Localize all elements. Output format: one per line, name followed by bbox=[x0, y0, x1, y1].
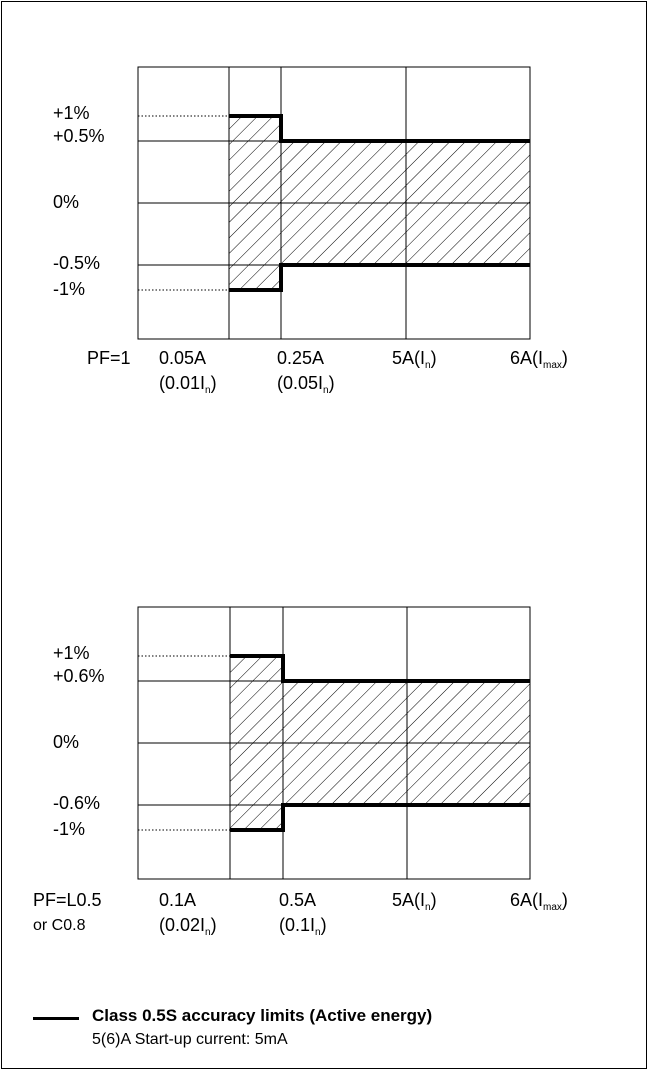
y-label: +0.6% bbox=[53, 666, 105, 686]
x-label-main: 5A(In) bbox=[392, 890, 437, 913]
x-label-sub: (0.01In) bbox=[159, 373, 217, 396]
pf-label-alt: or C0.8 bbox=[33, 917, 86, 934]
y-label: +1% bbox=[53, 643, 90, 663]
x-label-main: 0.25A bbox=[277, 348, 325, 368]
x-label-sub: (0.05In) bbox=[277, 373, 335, 396]
legend-subtitle: 5(6)A Start-up current: 5mA bbox=[92, 1031, 288, 1048]
x-label-sub: (0.02In) bbox=[159, 915, 217, 938]
pf-label: PF=L0.5 bbox=[33, 890, 102, 910]
x-label-main: 6A(Imax) bbox=[510, 348, 568, 371]
x-label-main: 6A(Imax) bbox=[510, 890, 568, 913]
y-label: -0.5% bbox=[53, 253, 101, 273]
y-label: -1% bbox=[53, 279, 86, 299]
x-label-main: 0.5A bbox=[279, 890, 317, 910]
x-label-main: 0.05A bbox=[159, 348, 207, 368]
legend-title: Class 0.5S accuracy limits (Active energ… bbox=[92, 1006, 433, 1025]
upper-limit-2 bbox=[230, 654, 530, 683]
x-label-sub: (0.1In) bbox=[279, 915, 327, 938]
y-label: 0% bbox=[53, 192, 80, 212]
lower-limit-1 bbox=[229, 263, 530, 292]
y-label: +0.5% bbox=[53, 126, 105, 146]
y-label: +1% bbox=[53, 103, 90, 123]
legend-line-swatch bbox=[33, 1017, 79, 1020]
tolerance-band-1 bbox=[229, 116, 530, 290]
lower-limit-2 bbox=[230, 803, 530, 832]
x-label-main: 5A(In) bbox=[392, 348, 437, 371]
y-label: 0% bbox=[53, 732, 80, 752]
y-label: -1% bbox=[53, 819, 86, 839]
y-label: -0.6% bbox=[53, 793, 101, 813]
x-label-main: 0.1A bbox=[159, 890, 197, 910]
upper-limit-1 bbox=[229, 114, 530, 143]
pf-label: PF=1 bbox=[87, 348, 131, 368]
tolerance-band-2 bbox=[230, 656, 530, 830]
